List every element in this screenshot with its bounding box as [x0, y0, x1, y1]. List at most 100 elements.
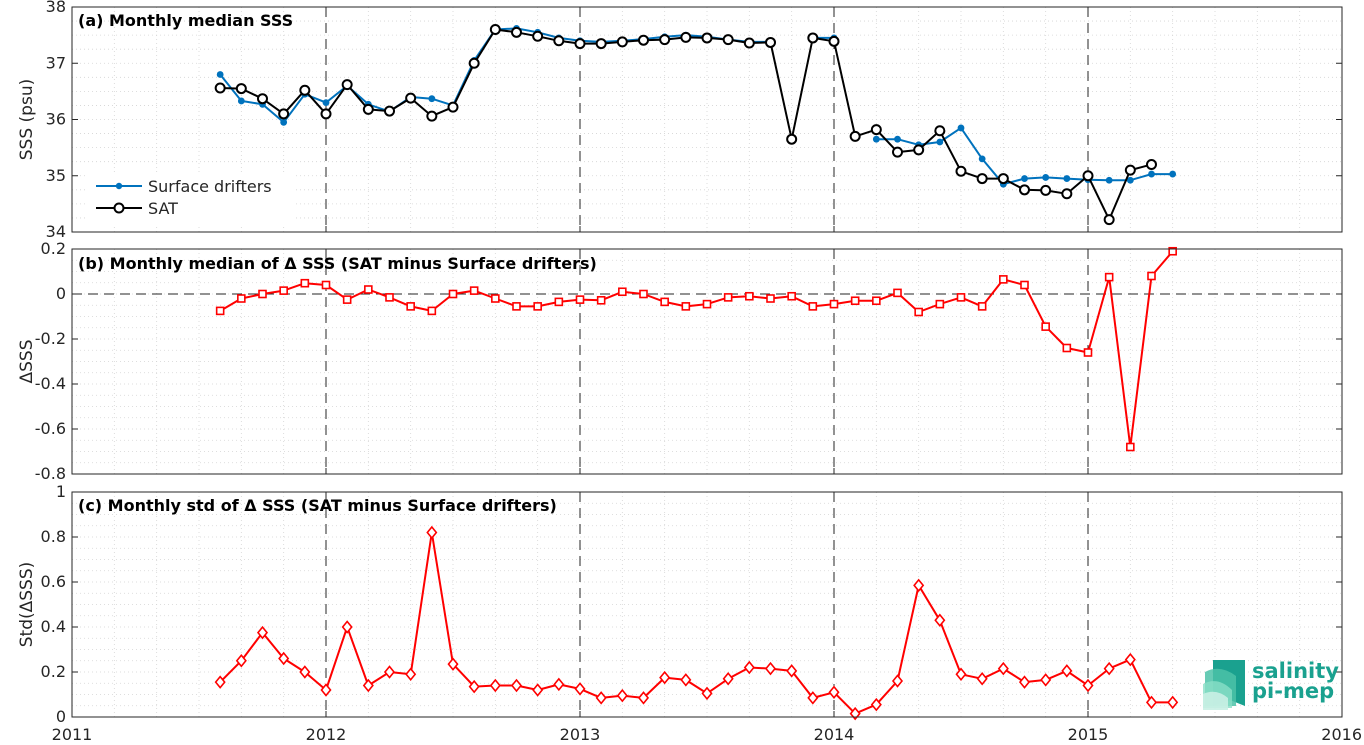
data-point	[849, 130, 861, 142]
data-point	[279, 286, 288, 295]
data-point	[956, 293, 966, 302]
data-point	[447, 101, 459, 113]
series-b-series	[215, 246, 1177, 452]
data-point	[553, 677, 565, 692]
data-point	[870, 124, 882, 136]
y-tick-label: -0.8	[35, 464, 66, 483]
data-point	[512, 302, 521, 311]
data-point	[575, 295, 585, 304]
data-point	[574, 682, 586, 696]
data-point	[1168, 246, 1177, 256]
panel-a-ylabel: SSS (psu)	[17, 79, 37, 160]
panel-c-ylabel: Std(ΔSSS)	[17, 562, 37, 648]
data-point	[765, 36, 776, 48]
data-point	[766, 294, 775, 303]
logo-text-pimep: pi-mep	[1252, 679, 1334, 703]
data-point	[913, 578, 925, 593]
data-point	[510, 678, 523, 693]
legend-sat-label: SAT	[148, 199, 178, 218]
data-point	[1018, 675, 1031, 689]
data-point	[1082, 170, 1094, 182]
data-point	[618, 287, 627, 297]
data-point	[1021, 175, 1028, 182]
data-point	[935, 299, 945, 309]
panel-b-frame	[71, 248, 1343, 475]
panel-c-plot	[214, 525, 1179, 721]
y-tick-label: 1	[56, 482, 66, 501]
data-point	[469, 286, 479, 295]
data-point	[214, 675, 226, 689]
y-tick-label: 0.8	[41, 527, 66, 546]
data-point	[1042, 174, 1050, 181]
data-point	[680, 673, 692, 687]
data-point	[1169, 170, 1177, 178]
data-point	[1105, 176, 1113, 184]
data-point	[320, 683, 332, 697]
data-point	[405, 667, 417, 682]
data-point	[977, 302, 987, 311]
data-point	[892, 146, 903, 158]
data-point	[637, 691, 650, 705]
y-tick-label: 36	[46, 110, 66, 129]
data-point	[533, 302, 542, 311]
y-tick-label: -0.6	[35, 419, 66, 438]
y-tick-label: 35	[46, 166, 66, 185]
legend-drifters-label: Surface drifters	[148, 177, 272, 196]
panel-b-plot	[215, 246, 1177, 452]
data-point	[362, 678, 374, 693]
data-point	[957, 124, 965, 132]
data-point	[489, 678, 501, 693]
data-point	[914, 307, 923, 317]
legend: Surface drifters SAT	[88, 172, 294, 224]
series-line	[219, 250, 1174, 448]
x-tick-label: 2011	[52, 725, 93, 744]
data-point	[362, 103, 374, 115]
data-point	[1104, 272, 1114, 282]
x-tick-label: 2016	[1321, 725, 1362, 744]
data-point	[976, 173, 988, 185]
data-point	[894, 135, 901, 143]
data-point	[913, 144, 925, 156]
series-line	[219, 531, 1173, 715]
data-point	[405, 92, 417, 104]
legend-box	[88, 172, 294, 224]
data-point	[491, 294, 500, 303]
data-point	[341, 79, 353, 91]
data-point	[342, 295, 352, 304]
data-point	[574, 38, 586, 50]
data-point	[468, 679, 480, 694]
data-point	[808, 302, 818, 311]
data-point	[1124, 652, 1136, 667]
panel-a-plot	[214, 24, 1177, 226]
data-point	[511, 26, 522, 38]
data-point	[235, 653, 247, 668]
data-point	[997, 173, 1009, 185]
y-tick-label: 0.2	[41, 239, 66, 258]
y-tick-label: 0.4	[41, 617, 66, 636]
data-point	[743, 37, 755, 49]
legend-sat-marker	[113, 202, 125, 214]
series-a-sat	[214, 24, 1157, 226]
data-point	[807, 32, 819, 44]
data-point	[322, 99, 330, 107]
data-point	[216, 71, 224, 78]
panel-b: -0.8 -0.6 -0.4 -0.2 0 0.2 (b) Monthly median …	[17, 239, 1343, 483]
data-point	[1062, 343, 1072, 353]
data-point	[955, 165, 967, 177]
x-tick-label: 2012	[306, 725, 347, 744]
data-point	[489, 24, 501, 35]
data-point	[722, 34, 734, 46]
data-point	[659, 670, 671, 685]
panel-b-title: (b) Monthly median of Δ SSS (SAT minus S…	[78, 254, 597, 273]
data-point	[280, 118, 288, 126]
panel-a-grid	[72, 7, 1342, 232]
data-point	[595, 38, 607, 50]
data-point	[639, 289, 648, 299]
data-point	[936, 138, 944, 146]
data-point	[384, 105, 395, 117]
data-point	[320, 108, 332, 120]
data-point	[257, 93, 268, 105]
data-point	[829, 299, 839, 309]
data-point	[638, 34, 649, 46]
